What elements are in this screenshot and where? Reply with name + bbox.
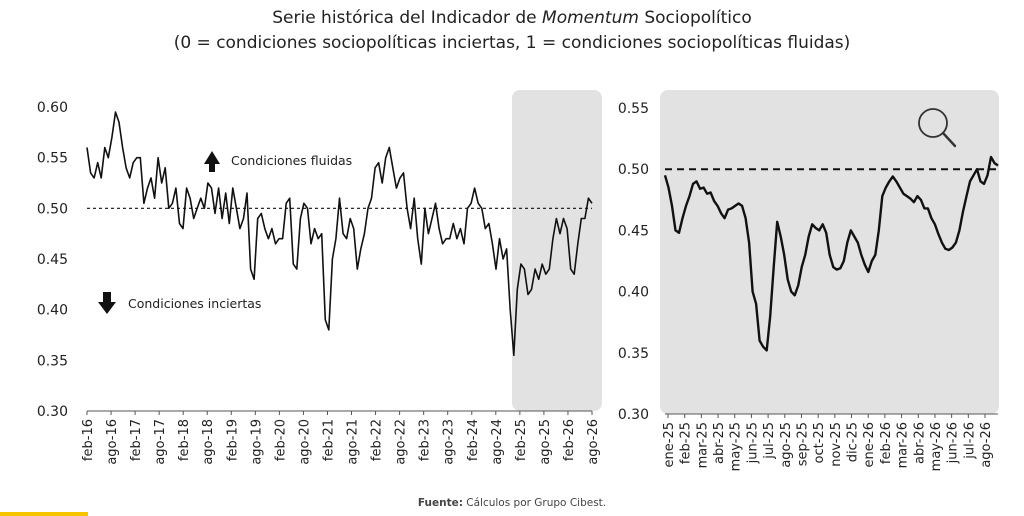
x-tick-label: ago-19 [249,419,264,465]
x-tick-label: ago-23 [442,419,457,465]
x-tick-label: ene-26 [862,422,877,467]
x-tick-label: ago-25 [538,419,553,465]
y-tick-label: 0.40 [37,303,68,319]
y-tick-label: 0.30 [618,407,649,423]
x-tick-label: mar-25 [695,422,710,468]
highlight-zoom-region [512,90,602,411]
x-tick-label: feb-25 [514,419,529,461]
y-tick-label: 0.45 [618,223,649,239]
x-tick-label: jun-26 [946,422,961,464]
magnifier-icon [918,108,957,148]
x-tick-label: feb-17 [129,419,144,461]
arrow-down-icon [98,292,116,314]
x-tick-label: abr-25 [712,422,727,464]
x-tick-label: feb-21 [321,419,336,461]
y-tick-label: 0.50 [618,162,649,178]
left-chart: 0.30 0.35 0.40 0.45 0.50 0.55 0.60 feb-16 ago-16… [37,90,602,465]
x-tick-label: ago-20 [297,419,312,465]
annotation-inciertas: Condiciones inciertas [128,296,261,311]
y-tick-label: 0.55 [37,151,68,167]
x-tick-label: feb-18 [177,419,192,461]
x-tick-label: jun-25 [745,422,760,464]
indicator-series-line [86,111,593,357]
x-tick-label: feb-24 [466,419,481,461]
y-tick-label: 0.40 [618,285,649,301]
x-tick-label: ago-17 [153,419,168,465]
x-tick-label: abr-26 [912,422,927,464]
x-tick-label: feb-23 [418,419,433,461]
y-tick-label: 0.60 [37,100,68,116]
y-tick-label: 0.55 [618,101,649,117]
x-tick-label: may-26 [929,422,944,471]
y-tick-label: 0.45 [37,252,68,268]
chart-title-line1: Serie histórica del Indicador de Momentu… [272,8,752,28]
x-tick-label: sep-25 [795,422,810,466]
accent-bar [0,512,88,516]
x-tick-label: ago-24 [490,419,505,465]
x-tick-label: ago-26 [979,422,994,468]
x-tick-label: ago-25 [779,422,794,468]
x-tick-label: feb-25 [679,422,694,464]
x-tick-label: feb-20 [273,419,288,461]
x-tick-label: ago-21 [346,419,361,465]
x-tick-label: jul-25 [762,422,777,460]
x-tick-label: feb-26 [562,419,577,461]
y-tick-label: 0.35 [618,346,649,362]
x-tick-label: mar-26 [896,422,911,468]
x-tick-label: ago-26 [586,419,601,465]
x-tick-label: ene-25 [662,422,677,467]
y-tick-label: 0.35 [37,353,68,369]
indicator-series-line [663,155,999,352]
chart-canvas: 0.30 0.35 0.40 0.45 0.50 0.55 0.60 feb-16 ago-16… [37,90,999,471]
chart-title: Serie histórica del Indicador de Momentu… [0,6,1024,56]
chart-title-line2: (0 = condiciones sociopolíticas incierta… [173,33,851,53]
x-tick-label: feb-19 [225,419,240,461]
x-tick-label: ago-22 [394,419,409,465]
annotation-fluidas: Condiciones fluidas [231,153,352,168]
x-tick-label: ago-16 [105,419,120,465]
y-tick-label: 0.50 [37,201,68,217]
x-tick-label: jul-26 [962,422,977,460]
arrow-up-icon [204,151,220,172]
y-tick-label: 0.30 [37,404,68,420]
x-tick-label: nov-25 [829,422,844,467]
x-tick-label: feb-26 [879,422,894,464]
x-tick-label: dic-25 [846,422,861,462]
x-tick-label: feb-16 [81,419,96,461]
x-tick-label: ago-18 [201,419,216,465]
x-tick-label: feb-22 [370,419,385,461]
source-note: Fuente: Cálculos por Grupo Cibest. [417,497,607,509]
x-tick-label: oct-25 [812,422,827,463]
x-tick-label: may-25 [729,422,744,471]
